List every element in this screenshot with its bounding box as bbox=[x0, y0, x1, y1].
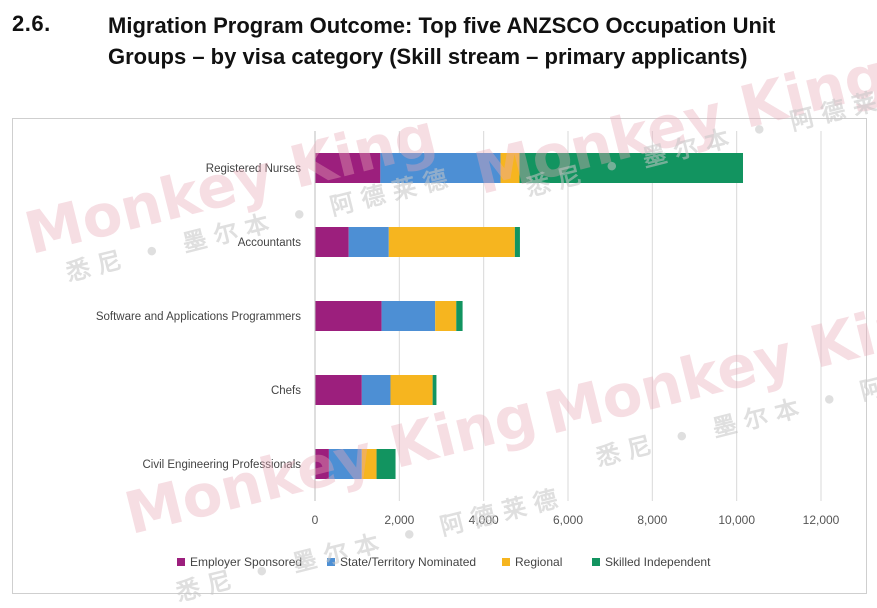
legend-swatch bbox=[502, 558, 510, 566]
bar-segment bbox=[390, 375, 433, 405]
bar-segment bbox=[315, 153, 381, 183]
bar-segment bbox=[315, 375, 362, 405]
bar-segment bbox=[435, 301, 457, 331]
legend-label: State/Territory Nominated bbox=[340, 555, 476, 569]
bar-segment bbox=[361, 449, 377, 479]
section-number: 2.6. bbox=[12, 11, 51, 36]
bar-segment bbox=[381, 301, 436, 331]
chart-heading: Migration Program Outcome: Top five ANZS… bbox=[108, 13, 776, 69]
x-tick-label: 2,000 bbox=[384, 513, 414, 527]
bar-segment bbox=[328, 449, 362, 479]
category-label: Chefs bbox=[271, 385, 301, 397]
bar-segment bbox=[519, 153, 743, 183]
x-tick-label: 4,000 bbox=[469, 513, 499, 527]
chart-frame: 0 2,000 4,000 6,000 8,000 10,000 12,000 Registe… bbox=[12, 118, 867, 594]
legend-swatch bbox=[177, 558, 185, 566]
bar-segment bbox=[388, 227, 515, 257]
bar-segment bbox=[380, 153, 501, 183]
x-tick-label: 10,000 bbox=[718, 513, 755, 527]
x-tick-label: 0 bbox=[312, 513, 319, 527]
category-label: Software and Applications Programmers bbox=[96, 311, 301, 323]
legend-label: Employer Sponsored bbox=[190, 555, 302, 569]
bar-segment bbox=[361, 375, 391, 405]
x-tick-label: 8,000 bbox=[637, 513, 667, 527]
bar-segment bbox=[376, 449, 396, 479]
bar-segment bbox=[348, 227, 389, 257]
category-label: Civil Engineering Professionals bbox=[142, 459, 301, 471]
bar-segment bbox=[315, 301, 382, 331]
stacked-bar-chart: 0 2,000 4,000 6,000 8,000 10,000 12,000 Registe… bbox=[96, 131, 840, 569]
bar-segment bbox=[514, 227, 520, 257]
legend-label: Regional bbox=[515, 555, 562, 569]
heading: 2.6. Migration Program Outcome: Top five… bbox=[8, 6, 868, 106]
category-label: Registered Nurses bbox=[206, 163, 301, 175]
x-tick-label: 6,000 bbox=[553, 513, 583, 527]
legend-label: Skilled Independent bbox=[605, 555, 711, 569]
bar-segment bbox=[315, 449, 329, 479]
legend-swatch bbox=[592, 558, 600, 566]
bar-segment bbox=[432, 375, 437, 405]
bar-segment bbox=[500, 153, 520, 183]
x-tick-label: 12,000 bbox=[803, 513, 840, 527]
category-label: Accountants bbox=[238, 237, 302, 249]
bar-segment bbox=[315, 227, 349, 257]
bar-segment bbox=[456, 301, 463, 331]
legend-swatch bbox=[327, 558, 335, 566]
